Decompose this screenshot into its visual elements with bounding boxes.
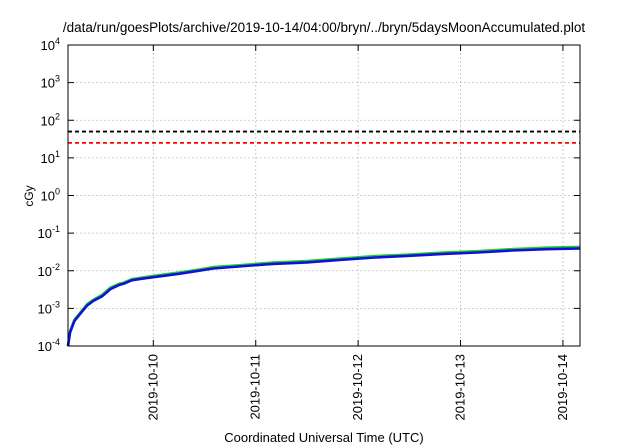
y-tick-label: 102 [41, 111, 60, 128]
y-axis-label: cGy [22, 185, 36, 206]
y-tick-label: 10-3 [38, 299, 60, 316]
y-tick-label: 10-2 [38, 262, 60, 279]
y-tick-label: 101 [41, 149, 60, 166]
chart-title: /data/run/goesPlots/archive/2019-10-14/0… [63, 20, 586, 35]
y-tick-label: 104 [41, 36, 60, 53]
x-tick-label: 2019-10-14 [555, 354, 570, 421]
reference-lines [68, 130, 580, 144]
x-axis-label: Coordinated Universal Time (UTC) [224, 430, 423, 445]
x-tick-label: 2019-10-12 [350, 354, 365, 421]
data-series [66, 245, 581, 347]
x-axis: 2019-10-10 2019-10-11 2019-10-12 2019-10-13… [145, 45, 570, 421]
x-tick-label: 2019-10-10 [145, 354, 160, 421]
y-axis: 10-4 10-3 10-2 10-1 100 101 102 103 104 [38, 36, 580, 354]
series-line [66, 247, 581, 347]
y-tick-label: 10-1 [38, 224, 60, 241]
y-tick-label: 100 [41, 187, 60, 204]
grid [68, 45, 580, 346]
x-tick-label: 2019-10-11 [248, 354, 263, 420]
x-tick-label: 2019-10-13 [453, 354, 468, 421]
y-tick-label: 10-4 [38, 337, 60, 354]
y-tick-label: 103 [41, 74, 60, 91]
